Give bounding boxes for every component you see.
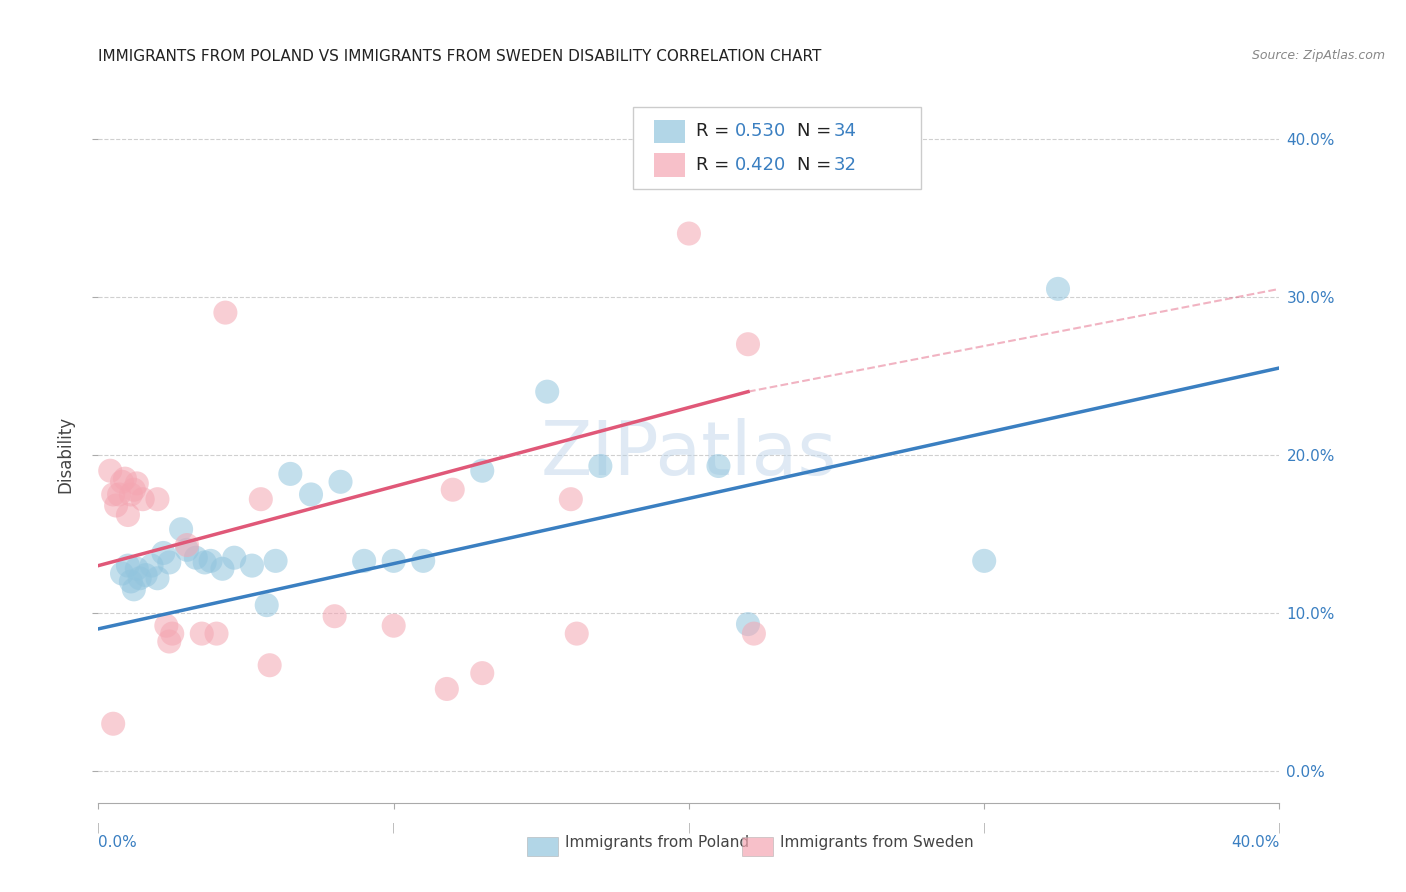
Point [536, 384, 558, 399]
Point [155, 618, 177, 632]
Point [589, 458, 612, 473]
Point [205, 626, 228, 640]
Point [1046, 282, 1069, 296]
Point [146, 492, 169, 507]
Text: |: | [392, 822, 395, 833]
Text: |: | [1278, 822, 1281, 833]
Text: R =: R = [696, 156, 735, 174]
Point [278, 467, 302, 481]
Point [125, 476, 148, 491]
Point [353, 554, 375, 568]
Point [256, 598, 278, 612]
Point [117, 508, 139, 522]
Point [323, 609, 346, 624]
Point [707, 458, 730, 473]
Point [108, 487, 131, 501]
Point [162, 626, 183, 640]
Text: 34: 34 [834, 122, 856, 140]
Text: N =: N = [797, 122, 837, 140]
Point [737, 617, 759, 632]
Point [184, 550, 207, 565]
Text: |: | [983, 822, 986, 833]
Point [194, 556, 217, 570]
Point [128, 571, 150, 585]
Point [122, 483, 145, 497]
Point [120, 574, 142, 589]
Point [200, 554, 222, 568]
Point [114, 472, 136, 486]
Point [111, 475, 134, 489]
Point [737, 337, 759, 351]
Text: Immigrants from Sweden: Immigrants from Sweden [780, 836, 974, 850]
Point [122, 582, 145, 597]
Point [176, 542, 198, 557]
Text: Immigrants from Poland: Immigrants from Poland [565, 836, 749, 850]
Point [224, 550, 246, 565]
Point [412, 554, 434, 568]
Point [565, 626, 588, 640]
Y-axis label: Disability: Disability [56, 417, 75, 493]
Point [146, 571, 169, 585]
Point [120, 487, 142, 501]
Text: N =: N = [797, 156, 837, 174]
Point [117, 558, 139, 573]
Point [125, 562, 148, 576]
Point [299, 487, 322, 501]
Point [329, 475, 352, 489]
Point [436, 681, 458, 696]
Point [264, 554, 287, 568]
Point [170, 522, 193, 536]
Point [560, 492, 582, 507]
Text: IMMIGRANTS FROM POLAND VS IMMIGRANTS FROM SWEDEN DISABILITY CORRELATION CHART: IMMIGRANTS FROM POLAND VS IMMIGRANTS FRO… [98, 49, 821, 64]
Point [103, 716, 125, 731]
Text: |: | [97, 822, 100, 833]
Point [250, 492, 273, 507]
Point [259, 658, 281, 673]
Point [157, 556, 180, 570]
Point [191, 626, 214, 640]
Point [211, 562, 233, 576]
Point [98, 464, 121, 478]
Point [132, 492, 155, 507]
Point [240, 558, 263, 573]
Text: 0.420: 0.420 [735, 156, 786, 174]
Point [157, 634, 180, 648]
Text: ZIPatlas: ZIPatlas [541, 418, 837, 491]
Point [141, 558, 163, 573]
Point [103, 487, 125, 501]
Text: Source: ZipAtlas.com: Source: ZipAtlas.com [1251, 49, 1385, 62]
Point [214, 305, 236, 319]
Point [742, 626, 765, 640]
Point [382, 554, 405, 568]
Point [111, 566, 134, 581]
Text: |: | [688, 822, 690, 833]
Point [382, 618, 405, 632]
Point [105, 499, 128, 513]
Point [471, 666, 494, 681]
Text: 32: 32 [834, 156, 856, 174]
Text: R =: R = [696, 122, 735, 140]
Text: 0.0%: 0.0% [98, 836, 138, 850]
Point [973, 554, 995, 568]
Point [176, 538, 198, 552]
Point [441, 483, 464, 497]
Text: 0.530: 0.530 [735, 122, 786, 140]
Point [678, 227, 700, 241]
Point [135, 568, 157, 582]
Point [471, 464, 494, 478]
Point [152, 546, 174, 560]
Text: 40.0%: 40.0% [1232, 836, 1279, 850]
